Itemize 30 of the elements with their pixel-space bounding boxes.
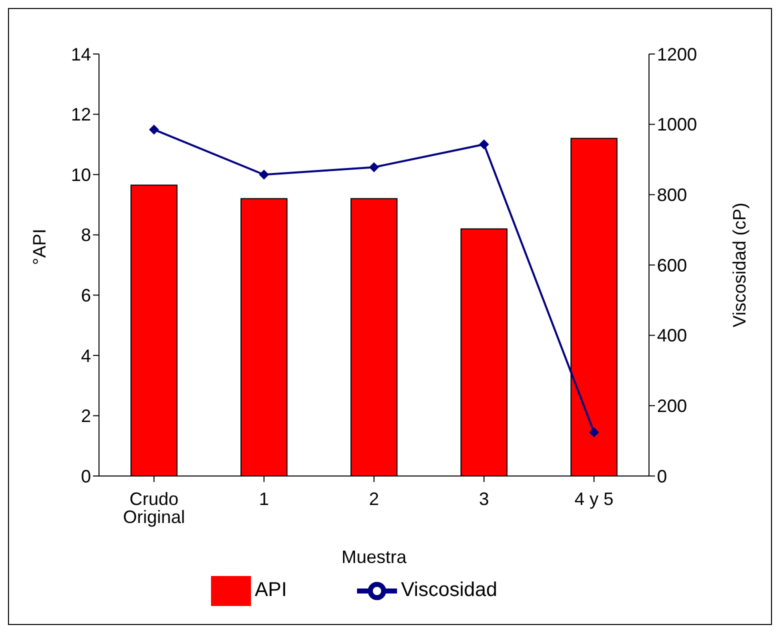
y2-tick-label: 600 [657, 255, 688, 276]
y-tick-label: 0 [80, 466, 91, 486]
point [589, 427, 599, 438]
y2-tick-label: 1200 [657, 44, 698, 64]
point [369, 162, 379, 172]
x-tick-label: 2 [368, 488, 380, 509]
y-tick-label: 8 [80, 225, 91, 246]
y2-axis-title: Viscosidad (cP) [729, 202, 750, 328]
y2-tick-label: 800 [657, 185, 688, 206]
legend-label: API [254, 579, 287, 602]
y2-tick-label: 0 [657, 466, 668, 486]
x-axis-title: Muestra [341, 547, 408, 567]
y2-tick-label: 400 [657, 326, 688, 346]
legend-label: Viscosidad [400, 579, 498, 602]
x-tick-label: 3 [478, 488, 490, 509]
y2-tick-label: 1000 [657, 114, 698, 135]
y-tick-label: 4 [80, 346, 91, 366]
y-tick-label: 2 [80, 406, 91, 426]
x-tick-label: Crudo Original [122, 488, 186, 527]
y-tick-label: 12 [70, 104, 91, 125]
x-tick-label: 4 y 5 [574, 488, 614, 509]
y2-tick-label: 200 [657, 396, 688, 416]
y-tick-label: 10 [70, 164, 91, 185]
x-tick-label: 1 [258, 488, 270, 509]
point [259, 170, 269, 180]
y-tick-label: 14 [70, 44, 91, 64]
y-tick-label: 6 [80, 286, 91, 306]
point [149, 124, 159, 135]
y-axis-title: °API [29, 228, 50, 265]
point [479, 139, 489, 150]
